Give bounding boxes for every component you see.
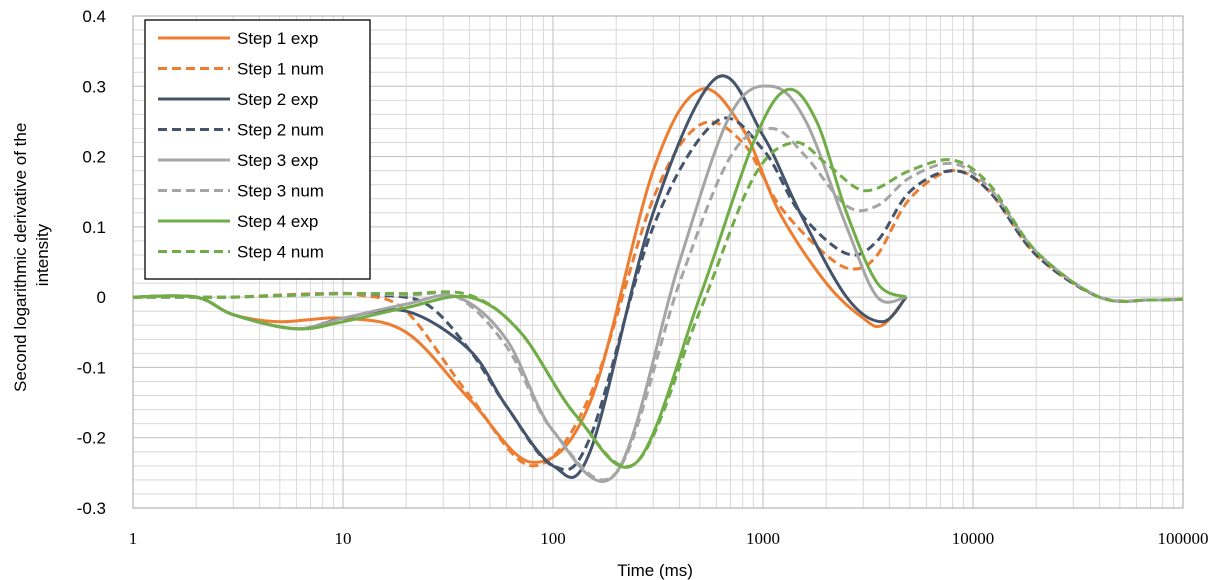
y-tick-label: 0.3 — [82, 77, 106, 96]
y-tick-label: 0 — [97, 288, 106, 307]
x-tick-label: 100000 — [1158, 529, 1209, 548]
legend-label: Step 2 exp — [237, 90, 318, 109]
plot-area-border — [132, 15, 1184, 509]
x-axis-label: Time (ms) — [617, 561, 693, 580]
y-tick-label: -0.2 — [77, 429, 106, 448]
y-tick-label: 0.4 — [82, 7, 106, 26]
legend-label: Step 3 exp — [237, 151, 318, 170]
y-axis-label-line1: Second logarithmic derivative of the — [11, 123, 30, 392]
y-tick-label: -0.1 — [77, 358, 106, 377]
y-tick-label: 0.2 — [82, 148, 106, 167]
series-line-2 — [133, 120, 1184, 468]
legend-label: Step 3 num — [237, 182, 324, 201]
series-layer — [132, 74, 1184, 483]
tick-labels: -0.3 -0.2 -0.1 0 0.1 0.2 0.3 0.4 1 10 100 1000 10000… — [77, 7, 1209, 548]
y-axis-label: Second logarithmic derivative of the int… — [11, 118, 52, 392]
legend-box — [144, 19, 371, 280]
y-axis-label-line2: intensity — [33, 223, 52, 286]
legend-label: Step 4 exp — [237, 212, 318, 231]
legend-label: Step 4 num — [237, 243, 324, 262]
y-tick-label: -0.3 — [77, 499, 106, 518]
legend-label: Step 2 num — [237, 121, 324, 140]
x-tick-label: 10 — [335, 529, 352, 548]
series-line-7 — [132, 87, 907, 469]
x-tick-label: 1000 — [746, 529, 780, 548]
legend-label: Step 1 exp — [237, 29, 318, 48]
x-tick-label: 10000 — [952, 529, 995, 548]
x-tick-label: 100 — [540, 529, 566, 548]
legend: Step 1 exp Step 1 num Step 2 exp Step 2 num… — [144, 19, 371, 280]
legend-label: Step 1 num — [237, 60, 324, 79]
series-line-8 — [133, 140, 1184, 468]
y-tick-label: 0.1 — [82, 218, 106, 237]
x-tick-label: 1 — [129, 529, 138, 548]
